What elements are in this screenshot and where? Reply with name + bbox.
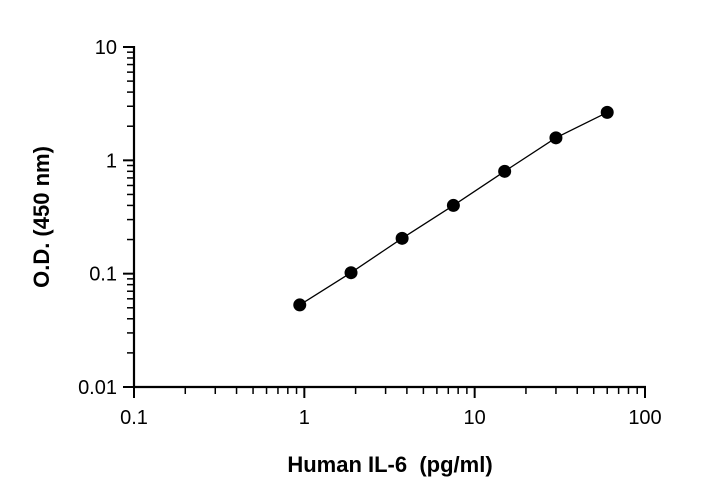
y-axis-label: O.D. (450 nm)	[29, 146, 54, 288]
x-axis-label: Human IL-6 (pg/ml)	[287, 452, 492, 477]
y-tick-label: 10	[95, 37, 117, 59]
y-tick-labels: 0.01 0.1 1 10	[78, 37, 117, 399]
x-tick-label: 1	[299, 407, 310, 429]
data-point	[293, 298, 307, 312]
data-points	[293, 105, 614, 312]
data-point	[498, 164, 512, 178]
x-tick-labels: 0.1 1 10 100	[120, 407, 662, 429]
x-axis-ticks	[133, 387, 646, 398]
data-point	[446, 198, 460, 212]
y-tick-label: 0.01	[78, 377, 117, 399]
y-axis-ticks	[123, 46, 134, 388]
x-tick-label: 10	[464, 407, 486, 429]
data-point	[600, 105, 614, 119]
y-tick-label: 0.1	[89, 264, 117, 286]
x-tick-label: 0.1	[120, 407, 148, 429]
data-point	[344, 266, 358, 280]
data-point	[395, 231, 409, 245]
x-tick-label: 100	[628, 407, 661, 429]
data-point	[549, 131, 563, 145]
y-tick-label: 1	[106, 150, 117, 172]
